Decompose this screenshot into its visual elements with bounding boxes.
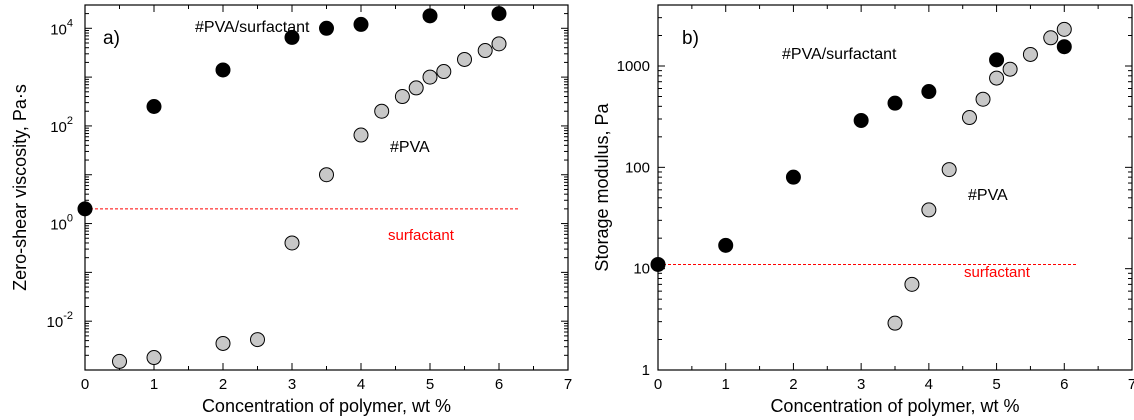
data-point-pva bbox=[477, 43, 493, 59]
data-point-pva bbox=[319, 167, 334, 183]
data-point-pva-surfactant bbox=[921, 84, 937, 100]
y-tick-label: 1000 bbox=[617, 58, 650, 75]
y-tick-base: 10 bbox=[50, 119, 67, 136]
data-point-pva-surfactant bbox=[718, 237, 734, 253]
data-point-pva bbox=[1002, 61, 1018, 77]
surfactant-line-label: surfactant bbox=[388, 227, 455, 244]
data-point-pva-surfactant bbox=[422, 8, 438, 24]
y-tick-base: 10 bbox=[50, 21, 67, 38]
data-point-pva bbox=[941, 162, 957, 178]
data-point-pva bbox=[250, 332, 265, 348]
data-point-pva bbox=[394, 89, 410, 105]
x-tick-label: 3 bbox=[288, 376, 296, 393]
data-point-pva-surfactant bbox=[650, 256, 666, 272]
y-tick-label: 1 bbox=[642, 362, 650, 379]
data-point-pva bbox=[1056, 21, 1072, 37]
panel-label: a) bbox=[103, 28, 120, 49]
y-tick-label: 10-2 bbox=[47, 310, 73, 331]
data-point-pva bbox=[284, 235, 300, 251]
data-point-pva bbox=[1043, 30, 1059, 46]
data-point-pva bbox=[904, 276, 920, 292]
data-point-pva bbox=[989, 70, 1005, 86]
data-point-pva-surfactant bbox=[77, 201, 93, 217]
data-point-pva bbox=[374, 103, 390, 119]
y-tick-label: 102 bbox=[50, 115, 73, 136]
data-point-pva-surfactant bbox=[491, 6, 507, 22]
y-tick-label: 104 bbox=[50, 17, 73, 38]
data-point-pva-surfactant bbox=[353, 16, 369, 32]
data-point-pva-surfactant bbox=[887, 95, 903, 111]
x-tick-label: 6 bbox=[1060, 376, 1068, 393]
x-tick-label: 0 bbox=[81, 376, 89, 393]
data-point-pva-surfactant bbox=[853, 112, 869, 128]
y-tick-label: 10 bbox=[633, 261, 650, 278]
data-point-pva bbox=[921, 202, 937, 218]
data-point-pva-surfactant bbox=[319, 20, 334, 36]
data-point-pva bbox=[961, 110, 977, 126]
data-point-pva-surfactant bbox=[215, 62, 231, 78]
y-tick-exponent: 4 bbox=[67, 17, 73, 29]
x-tick-label: 2 bbox=[219, 376, 227, 393]
y-tick-base: 10 bbox=[47, 314, 64, 331]
x-tick-label: 5 bbox=[426, 376, 434, 393]
data-point-pva bbox=[112, 353, 127, 369]
x-tick-label: 1 bbox=[722, 376, 730, 393]
x-axis-label: Concentration of polymer, wt % bbox=[202, 396, 451, 416]
x-tick-label: 3 bbox=[857, 376, 865, 393]
y-tick-base: 10 bbox=[50, 217, 67, 234]
surfactant-line-label: surfactant bbox=[964, 264, 1031, 281]
x-tick-label: 7 bbox=[564, 376, 572, 393]
x-tick-label: 2 bbox=[789, 376, 797, 393]
data-point-pva bbox=[422, 69, 438, 85]
plot-frame bbox=[84, 4, 569, 371]
data-point-pva-surfactant bbox=[785, 169, 801, 185]
y-axis-label: Zero-shear viscosity, Pa·s bbox=[10, 84, 30, 291]
y-tick-label: 100 bbox=[625, 159, 650, 176]
data-point-pva-surfactant bbox=[1056, 39, 1072, 55]
data-point-pva bbox=[408, 80, 424, 96]
x-tick-label: 7 bbox=[1128, 376, 1134, 393]
series-label-pva: #PVA bbox=[390, 139, 430, 156]
x-axis-label: Concentration of polymer, wt % bbox=[770, 396, 1019, 416]
series-label-pva-surfactant: #PVA/surfactant bbox=[782, 46, 897, 63]
data-point-pva bbox=[491, 36, 507, 52]
x-tick-label: 4 bbox=[925, 376, 933, 393]
series-label-pva: #PVA bbox=[968, 187, 1008, 204]
data-point-pva bbox=[457, 51, 472, 67]
data-point-pva-surfactant bbox=[284, 29, 300, 45]
data-point-pva bbox=[1022, 46, 1038, 62]
y-tick-label: 100 bbox=[50, 213, 73, 234]
x-tick-label: 0 bbox=[654, 376, 662, 393]
data-point-pva bbox=[353, 127, 369, 143]
series-label-pva-surfactant: #PVA/surfactant bbox=[195, 19, 310, 36]
y-tick-exponent: -2 bbox=[63, 310, 73, 322]
panel-label: b) bbox=[682, 28, 699, 49]
y-axis-label: Storage modulus, Pa bbox=[592, 102, 612, 271]
data-point-pva bbox=[215, 335, 231, 351]
y-tick-exponent: 2 bbox=[67, 115, 73, 127]
y-tick-exponent: 0 bbox=[67, 213, 73, 225]
x-tick-label: 1 bbox=[150, 376, 158, 393]
data-point-pva bbox=[887, 315, 903, 331]
x-tick-label: 4 bbox=[357, 376, 365, 393]
data-point-pva bbox=[975, 91, 991, 107]
data-point-pva bbox=[146, 350, 162, 366]
data-point-pva-surfactant bbox=[989, 52, 1005, 68]
x-tick-label: 5 bbox=[992, 376, 1000, 393]
data-point-pva-surfactant bbox=[146, 98, 162, 114]
x-tick-label: 6 bbox=[495, 376, 503, 393]
data-point-pva bbox=[436, 64, 452, 80]
